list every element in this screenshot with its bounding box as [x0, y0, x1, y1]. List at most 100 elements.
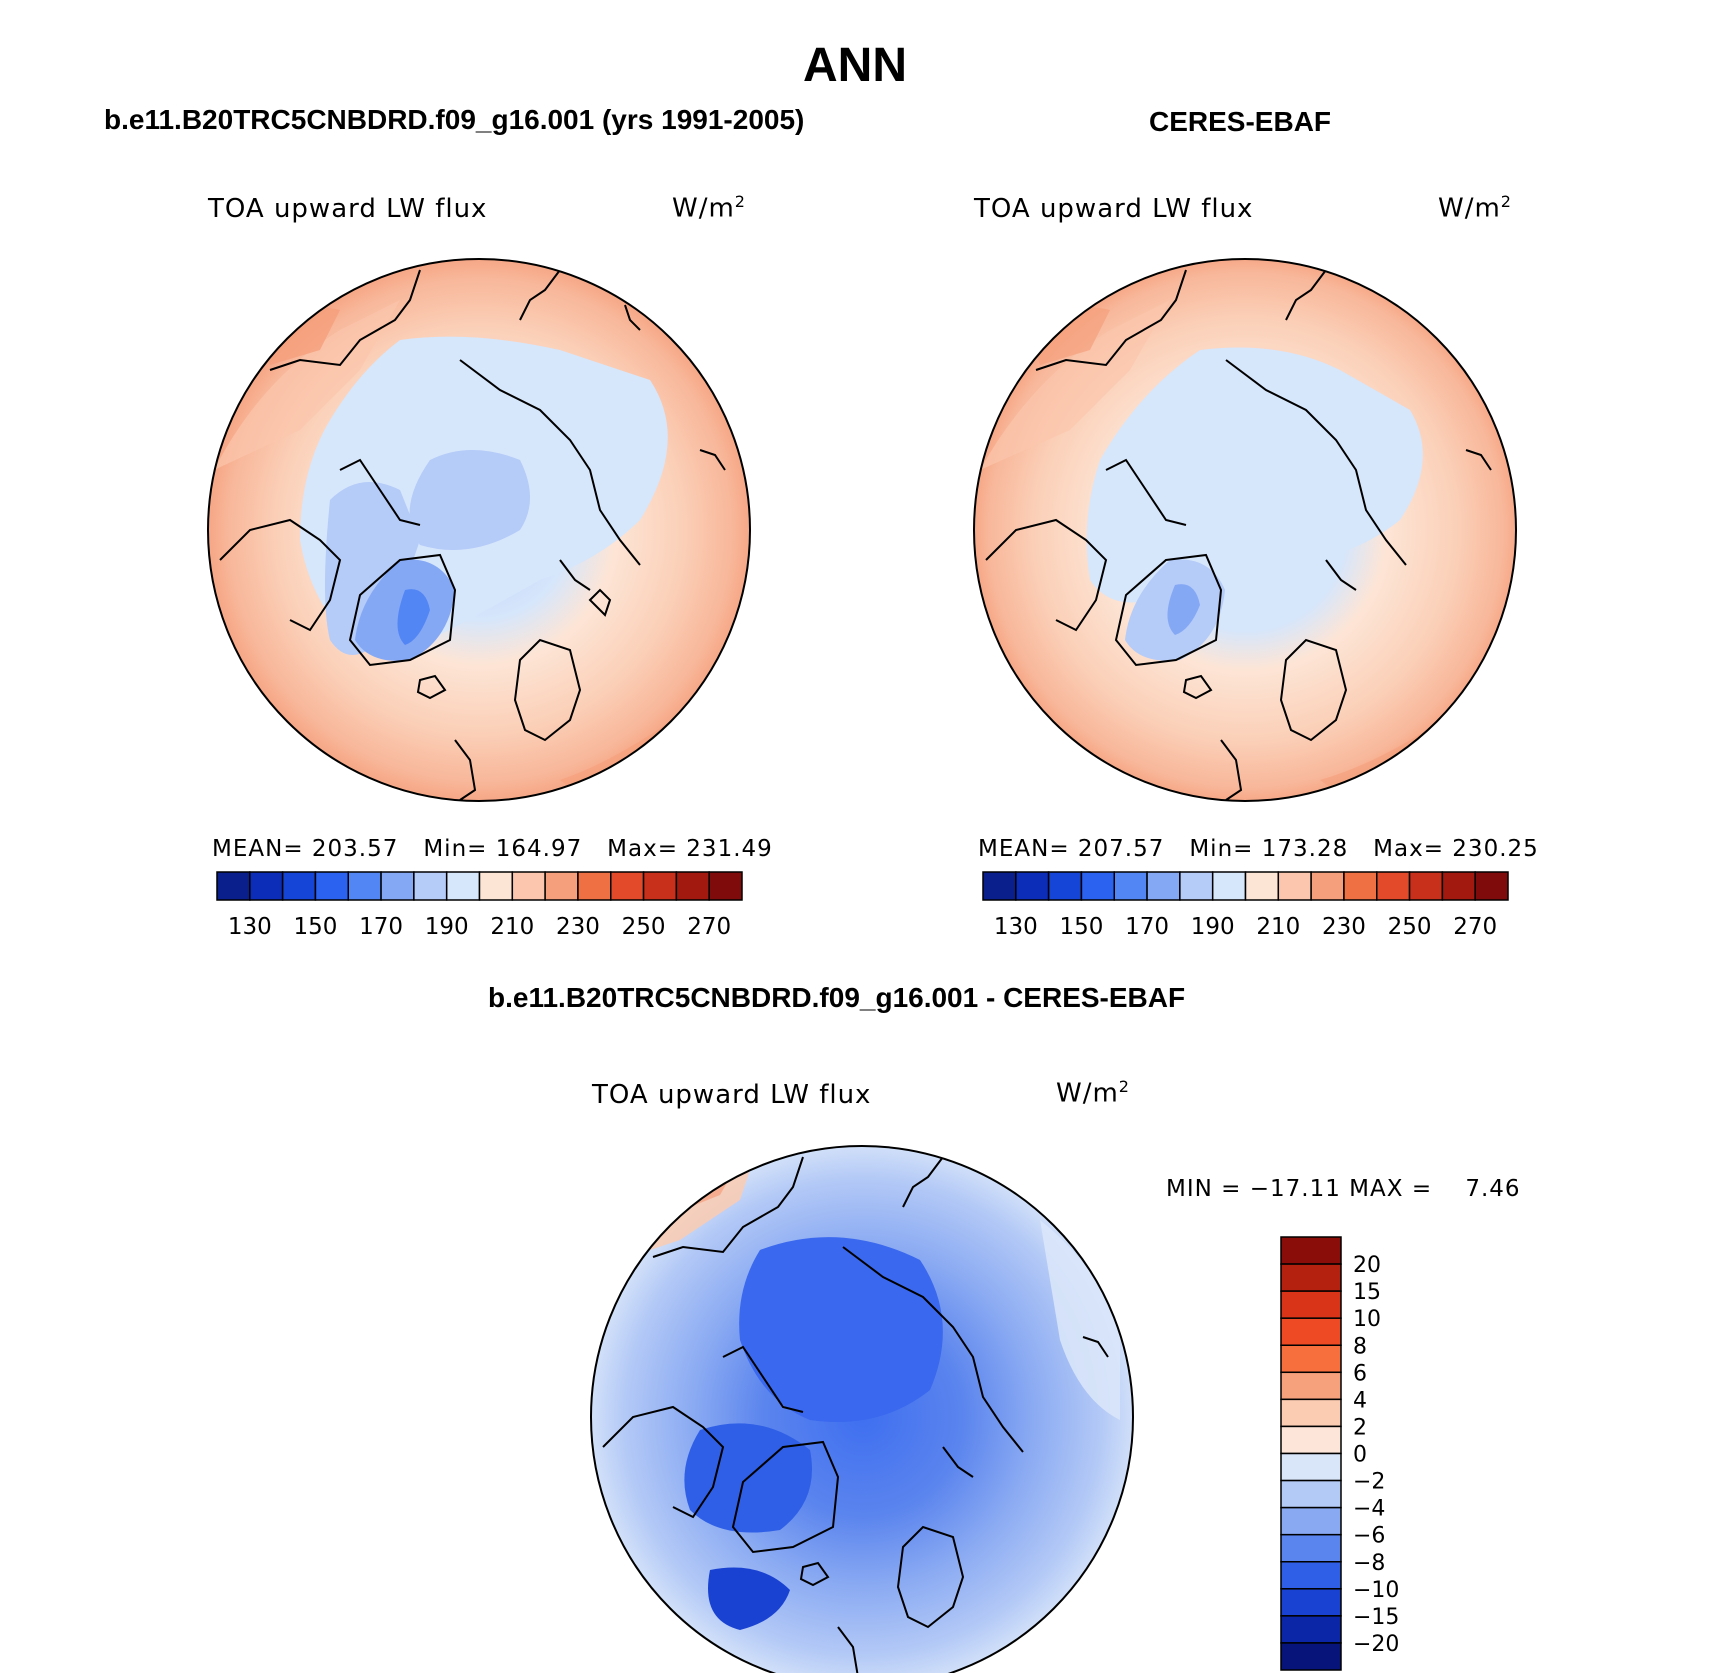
colorbar-swatch: [1113, 871, 1148, 901]
colorbar-swatch: [1280, 1290, 1342, 1319]
colorbar-swatch: [347, 871, 382, 901]
min-label: Min=: [1189, 836, 1254, 862]
coastline: [1082, 1336, 1109, 1358]
colorbar-swatch: [1211, 871, 1247, 901]
colorbar-swatch: [1280, 1479, 1342, 1509]
coastline: [985, 518, 1108, 632]
obs-variable-label: TOA upward LW flux: [974, 194, 1254, 224]
colorbar-tick-label: −2: [1353, 1470, 1385, 1495]
max-value: 230.25: [1452, 836, 1539, 862]
colorbar-swatch: [1474, 871, 1509, 901]
obs-map-field: [974, 259, 1516, 801]
colorbar-swatch: [413, 871, 448, 901]
model-units-label: W/m2: [672, 192, 746, 224]
colorbar-tick-label: 2: [1353, 1415, 1367, 1440]
colorbar-swatch: [1280, 1452, 1342, 1482]
coastline: [1465, 449, 1492, 471]
colorbar-swatch: [1376, 871, 1411, 901]
colorbar-swatch: [1280, 1344, 1342, 1374]
coastline: [602, 1405, 725, 1519]
min-value: 173.28: [1261, 836, 1349, 862]
units-exponent: 2: [734, 192, 746, 211]
scandinavia-coastline: [896, 1525, 965, 1629]
colorbar-swatch: [1280, 1588, 1342, 1617]
colorbar-tick-label: 230: [556, 914, 600, 940]
model-coastlines: [219, 269, 726, 801]
scandinavia-coastline: [513, 638, 582, 742]
greenland-coastline: [1114, 553, 1223, 667]
model-map: [207, 258, 751, 802]
units-base: W/m: [672, 193, 735, 224]
coastline: [588, 588, 612, 617]
colorbar-swatch: [610, 871, 645, 901]
coastline: [519, 269, 561, 321]
units-exponent: 2: [1118, 1077, 1130, 1096]
model-map-boundary: [207, 258, 751, 802]
colorbar-tick-label: 130: [994, 914, 1038, 940]
diff-coastlines: [602, 1156, 1109, 1673]
colorbar-swatch: [544, 871, 579, 901]
coastline: [269, 269, 421, 371]
units-base: W/m: [1056, 1078, 1119, 1109]
obs-map: [973, 258, 1517, 802]
coastline: [1105, 458, 1187, 526]
units-exponent: 2: [1500, 192, 1512, 211]
coastline: [1225, 359, 1407, 566]
colorbar-tick-label: 270: [687, 914, 731, 940]
colorbar-tick-label: 230: [1322, 914, 1366, 940]
model-map-field: [208, 259, 750, 801]
colorbar-swatch: [708, 871, 743, 901]
mean-label: MEAN=: [978, 836, 1070, 862]
colorbar-swatch: [249, 871, 284, 901]
model-field-patch: [397, 589, 430, 645]
colorbar-tick-label: 190: [425, 914, 469, 940]
colorbar-tick-label: 150: [1059, 914, 1103, 940]
coastline: [1035, 269, 1187, 371]
colorbar-swatch: [216, 871, 251, 901]
colorbar-tick-label: 170: [359, 914, 403, 940]
coastline: [842, 1246, 1024, 1453]
colorbar-swatch: [675, 871, 710, 901]
colorbar-tick-label: −15: [1353, 1605, 1399, 1630]
colorbar-swatch: [577, 871, 612, 901]
scandinavia-coastline: [1279, 638, 1348, 742]
model-panel-title: b.e11.B20TRC5CNBDRD.f09_g16.001 (yrs 199…: [104, 104, 805, 135]
colorbar-tick-label: 8: [1353, 1334, 1367, 1359]
iceland-coastline: [799, 1561, 830, 1587]
colorbar-swatch: [982, 871, 1017, 901]
colorbar-swatch: [1244, 871, 1280, 901]
colorbar-swatch: [380, 871, 415, 901]
british-isles-coastline: [454, 739, 477, 801]
coastline: [219, 518, 342, 632]
coastline: [902, 1156, 944, 1208]
colorbar-swatch: [1408, 871, 1444, 901]
colorbar-swatch: [1179, 871, 1214, 901]
colorbar-tick-label: 250: [1388, 914, 1432, 940]
colorbar-swatch: [642, 871, 678, 901]
coastline: [1285, 269, 1327, 321]
colorbar-swatch: [314, 871, 349, 901]
coastline: [1325, 559, 1357, 591]
colorbar-swatch: [1047, 871, 1083, 901]
iceland-coastline: [416, 674, 447, 700]
british-isles-coastline: [837, 1626, 859, 1673]
colorbar-swatch: [1441, 871, 1476, 901]
max-label: Max=: [607, 836, 678, 862]
greenland-coastline: [731, 1440, 840, 1554]
coastline: [624, 304, 641, 331]
colorbar-swatch: [445, 871, 481, 901]
coastline: [559, 559, 591, 591]
colorbar-swatch: [1280, 1371, 1342, 1401]
colorbar-swatch: [1277, 871, 1312, 901]
colorbar-swatch: [1015, 871, 1050, 901]
colorbar-tick-label: 250: [622, 914, 666, 940]
colorbar-swatch: [1280, 1615, 1342, 1644]
diff-map-boundary: [590, 1145, 1134, 1673]
colorbar-tick-label: 15: [1353, 1280, 1381, 1305]
mean-label: MEAN=: [212, 836, 304, 862]
coastline: [339, 458, 421, 526]
colorbar-swatch: [1280, 1561, 1342, 1590]
diff-field-patch: [739, 1237, 943, 1422]
british-isles-coastline: [1220, 739, 1243, 801]
iceland-coastline: [1182, 674, 1213, 700]
